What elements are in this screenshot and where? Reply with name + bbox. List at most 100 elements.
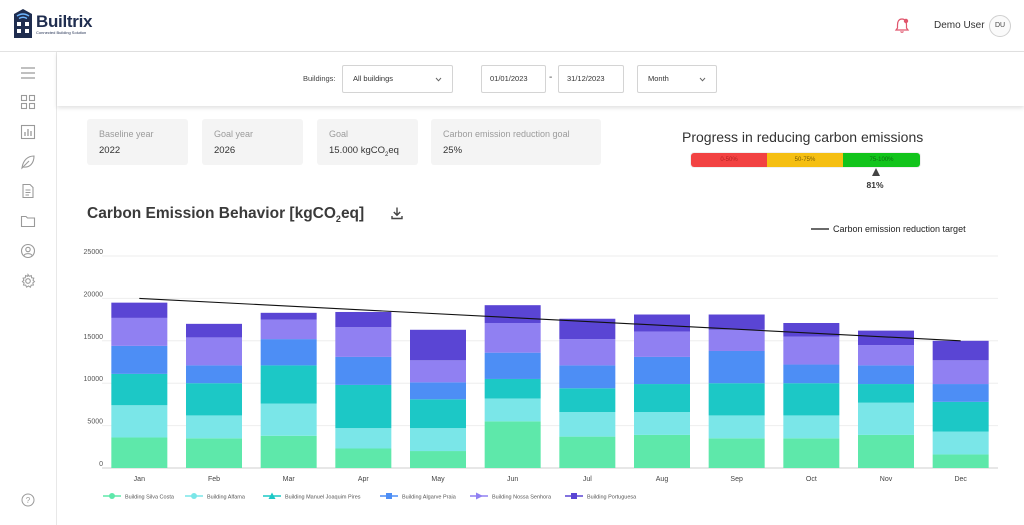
date-from-input[interactable]: 01/01/2023 xyxy=(481,65,546,93)
leaf-icon[interactable] xyxy=(20,154,36,170)
legend-label: Building Manuel Joaquim Pires xyxy=(285,495,361,501)
bar-segment xyxy=(484,352,541,379)
legend-marker xyxy=(109,493,115,499)
bar-segment xyxy=(484,421,541,468)
legend-label: Building Nossa Senhora xyxy=(492,495,552,501)
download-icon[interactable] xyxy=(390,206,404,220)
bar-segment xyxy=(111,345,168,374)
user-name[interactable]: Demo User xyxy=(934,20,985,31)
bar-segment xyxy=(932,340,989,361)
brand-logo[interactable]: Builtrix Connected Building Solution xyxy=(13,8,92,40)
bar-segment xyxy=(335,428,392,449)
bar-segment xyxy=(111,317,168,346)
bar-segment xyxy=(783,364,840,384)
x-tick-label: Dec xyxy=(954,476,967,483)
progress-title: Progress in reducing carbon emissions xyxy=(682,129,924,145)
bar-segment xyxy=(932,454,989,468)
bar-segment xyxy=(410,451,466,468)
bar-segment xyxy=(708,314,765,330)
bar-segment xyxy=(858,345,914,366)
date-to-value: 31/12/2023 xyxy=(567,74,605,83)
notification-bell-icon[interactable] xyxy=(893,17,911,35)
x-tick-label: Jul xyxy=(583,476,592,483)
bar-segment xyxy=(858,384,914,403)
bar-segment xyxy=(111,405,168,438)
kpi-value: 2022 xyxy=(99,145,121,156)
filter-bar: Buildings: All buildings 01/01/2023 - 31… xyxy=(57,52,1024,106)
bar-segment xyxy=(484,378,541,399)
legend-marker xyxy=(571,493,577,499)
bar-segment xyxy=(932,431,989,455)
kpi-label: Carbon emission reduction goal xyxy=(443,129,570,139)
sidebar xyxy=(0,52,57,525)
user-avatar[interactable]: DU xyxy=(989,15,1011,37)
bar-segment xyxy=(634,434,690,468)
bar-segment xyxy=(559,436,616,468)
bar-segment xyxy=(260,319,317,340)
kpi-label: Goal year xyxy=(214,129,254,139)
bar-segment xyxy=(708,438,765,468)
buildings-select-value: All buildings xyxy=(353,74,394,83)
dashboard-icon[interactable] xyxy=(20,94,36,110)
bar-segment xyxy=(858,330,914,346)
period-select-value: Month xyxy=(648,74,669,83)
y-tick-label: 10000 xyxy=(84,376,104,383)
bar-segment xyxy=(559,412,616,437)
menu-icon[interactable] xyxy=(20,65,36,81)
bar-segment xyxy=(634,314,690,332)
bar-segment xyxy=(186,365,242,384)
x-tick-label: Jan xyxy=(134,476,145,483)
legend-label: Building Algarve Praia xyxy=(402,495,457,501)
buildings-label: Buildings: xyxy=(303,74,336,83)
bar-segment xyxy=(410,428,466,452)
bar-segment xyxy=(111,302,168,318)
bar-segment xyxy=(410,399,466,429)
bar-segment xyxy=(484,398,541,422)
y-tick-label: 15000 xyxy=(84,334,104,341)
kpi-reduction-goal: Carbon emission reduction goal 25% xyxy=(431,119,601,165)
bar-chart-icon[interactable] xyxy=(20,124,36,140)
target-legend-label: Carbon emission reduction target xyxy=(833,224,966,234)
y-tick-label: 25000 xyxy=(84,249,104,256)
bar-segment xyxy=(335,327,392,357)
bar-segment xyxy=(858,402,914,435)
bar-segment xyxy=(634,331,690,357)
x-tick-label: Sep xyxy=(730,476,743,483)
y-tick-label: 5000 xyxy=(87,419,103,426)
x-tick-label: Nov xyxy=(880,476,893,483)
bar-segment xyxy=(634,384,690,413)
bar-segment xyxy=(708,383,765,416)
settings-icon[interactable] xyxy=(20,273,36,289)
bar-segment xyxy=(410,360,466,383)
brand-tagline: Connected Building Solution xyxy=(36,29,87,35)
date-from-value: 01/01/2023 xyxy=(490,74,528,83)
bar-segment xyxy=(634,412,690,435)
kpi-goal-year: Goal year 2026 xyxy=(202,119,303,165)
kpi-value: 25% xyxy=(443,145,463,156)
bar-segment xyxy=(932,384,989,402)
help-icon[interactable]: ? xyxy=(21,493,35,507)
svg-text:?: ? xyxy=(26,496,31,505)
date-to-input[interactable]: 31/12/2023 xyxy=(558,65,624,93)
kpi-value: 15.000 kgCO2eq xyxy=(329,145,399,158)
document-icon[interactable] xyxy=(20,183,36,199)
bar-segment xyxy=(335,356,392,385)
bar-segment xyxy=(410,382,466,400)
legend-marker xyxy=(191,493,197,499)
bar-segment xyxy=(260,339,317,366)
bar-segment xyxy=(335,311,392,328)
bar-segment xyxy=(783,383,840,416)
x-tick-label: Feb xyxy=(208,476,220,483)
folder-icon[interactable] xyxy=(20,213,36,229)
bar-segment xyxy=(559,388,616,413)
buildings-select[interactable]: All buildings xyxy=(342,65,453,93)
x-tick-label: Oct xyxy=(806,476,817,483)
user-icon[interactable] xyxy=(20,243,36,259)
target-line xyxy=(139,297,961,342)
progress-segment-mid: 50-75% xyxy=(767,153,843,167)
legend-label: Building Portuguesa xyxy=(587,495,637,501)
bar-segment xyxy=(783,438,840,468)
bar-segment xyxy=(708,415,765,439)
period-select[interactable]: Month xyxy=(637,65,717,93)
bar-segment xyxy=(260,435,317,468)
